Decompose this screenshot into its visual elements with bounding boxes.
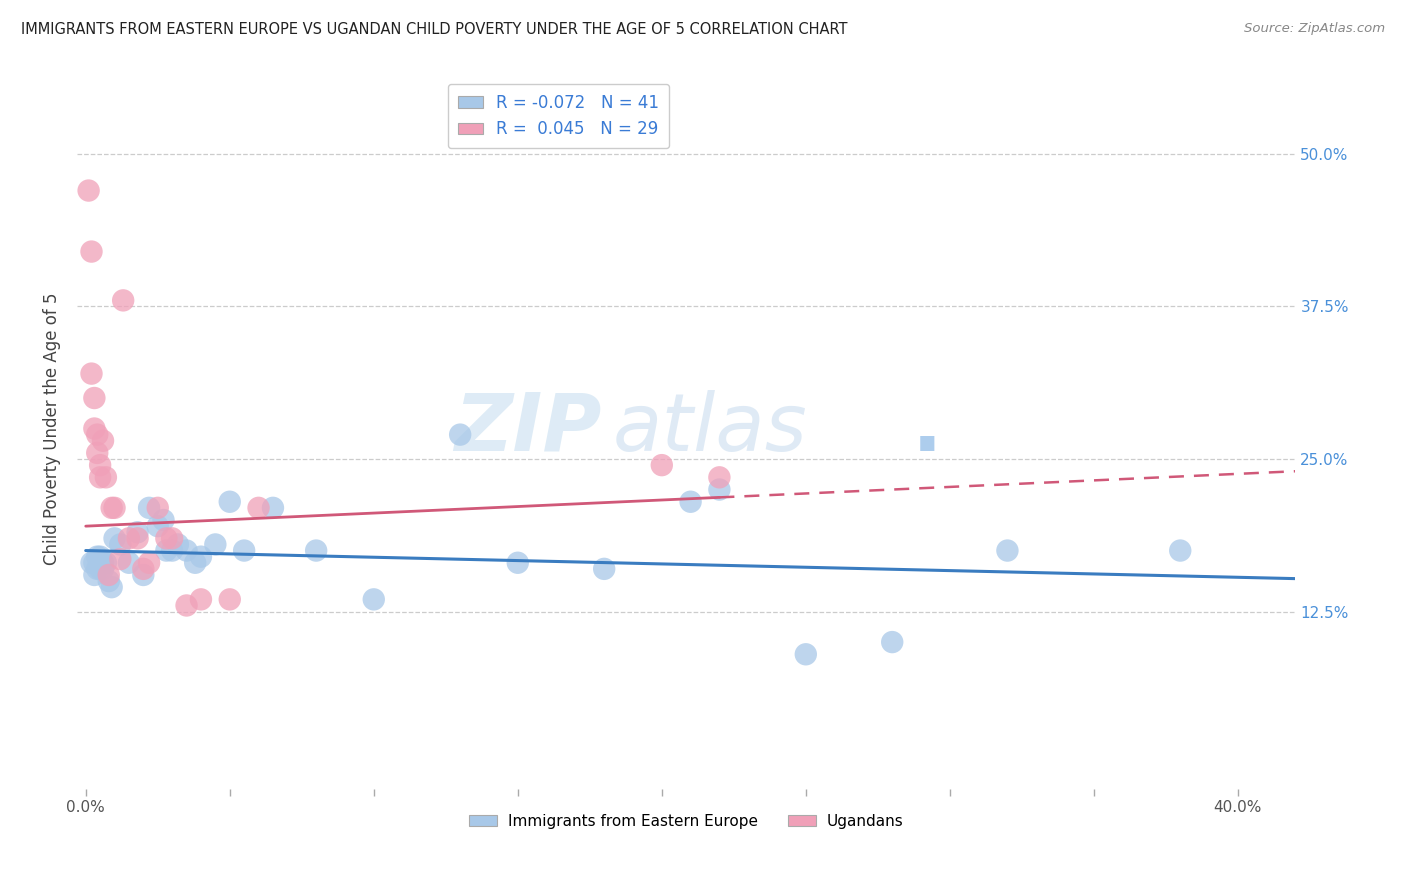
Point <box>89 549 111 564</box>
Point <box>86 427 108 442</box>
Point <box>94 556 117 570</box>
Point <box>190 549 212 564</box>
Point <box>83 556 105 570</box>
Point <box>97 568 120 582</box>
Point <box>679 494 702 508</box>
Point <box>110 537 132 551</box>
Point <box>80 556 103 570</box>
Point <box>132 568 155 582</box>
Point <box>80 367 103 381</box>
Text: Source: ZipAtlas.com: Source: ZipAtlas.com <box>1244 22 1385 36</box>
Point <box>86 446 108 460</box>
Point <box>176 599 198 613</box>
Point <box>89 458 111 472</box>
Point <box>262 500 284 515</box>
Point <box>218 494 240 508</box>
Point <box>160 532 183 546</box>
Point <box>152 513 174 527</box>
Text: .: . <box>911 390 942 467</box>
Point <box>89 562 111 576</box>
Text: ZIP: ZIP <box>454 390 600 467</box>
Point <box>97 574 120 588</box>
Point <box>882 635 904 649</box>
Point <box>184 556 207 570</box>
Point <box>110 552 132 566</box>
Point <box>118 556 141 570</box>
Point <box>112 293 135 308</box>
Y-axis label: Child Poverty Under the Age of 5: Child Poverty Under the Age of 5 <box>44 293 60 565</box>
Point <box>651 458 673 472</box>
Point <box>91 434 114 448</box>
Legend: Immigrants from Eastern Europe, Ugandans: Immigrants from Eastern Europe, Ugandans <box>464 807 910 835</box>
Point <box>77 184 100 198</box>
Point <box>506 556 529 570</box>
Point <box>176 543 198 558</box>
Point <box>91 556 114 570</box>
Point <box>709 483 731 497</box>
Point <box>103 532 125 546</box>
Point <box>305 543 328 558</box>
Text: atlas: atlas <box>613 390 808 467</box>
Point <box>80 244 103 259</box>
Point <box>83 391 105 405</box>
Point <box>118 532 141 546</box>
Point <box>146 519 169 533</box>
Point <box>127 525 149 540</box>
Point <box>794 648 817 662</box>
Point <box>100 580 122 594</box>
Text: IMMIGRANTS FROM EASTERN EUROPE VS UGANDAN CHILD POVERTY UNDER THE AGE OF 5 CORRE: IMMIGRANTS FROM EASTERN EUROPE VS UGANDA… <box>21 22 848 37</box>
Point <box>233 543 256 558</box>
Point <box>89 470 111 484</box>
Point <box>247 500 270 515</box>
Point <box>86 549 108 564</box>
Point <box>100 500 122 515</box>
Point <box>593 562 616 576</box>
Point <box>132 562 155 576</box>
Point <box>103 500 125 515</box>
Point <box>1168 543 1191 558</box>
Point <box>218 592 240 607</box>
Point <box>160 543 183 558</box>
Point <box>155 532 177 546</box>
Point <box>155 543 177 558</box>
Point <box>146 500 169 515</box>
Point <box>709 470 731 484</box>
Point <box>204 537 226 551</box>
Point <box>94 470 117 484</box>
Point <box>997 543 1019 558</box>
Point <box>83 421 105 435</box>
Point <box>167 537 190 551</box>
Point <box>138 556 160 570</box>
Point <box>138 500 160 515</box>
Point <box>91 562 114 576</box>
Point <box>86 562 108 576</box>
Point <box>363 592 385 607</box>
Point <box>127 532 149 546</box>
Point <box>190 592 212 607</box>
Point <box>449 427 471 442</box>
Point <box>83 568 105 582</box>
